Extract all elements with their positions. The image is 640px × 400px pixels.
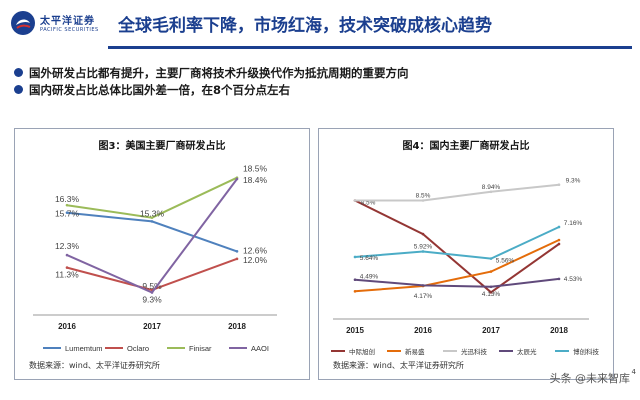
- data-point: [235, 250, 239, 253]
- data-point: [65, 253, 69, 257]
- chart-source: 数据来源：wind、太平洋证券研究所: [333, 361, 464, 370]
- series-line-1: [354, 199, 560, 294]
- legend-label: 太辰光: [517, 347, 537, 356]
- legend-label: 新易盛: [405, 347, 425, 356]
- logo-name-en: PACIFIC SECURITIES: [40, 27, 99, 33]
- logo-name-cn: 太平洋证券: [40, 16, 95, 27]
- data-point: [235, 257, 239, 261]
- bullet-dot-icon: [14, 68, 23, 77]
- legend-label: 光迅科技: [461, 347, 488, 356]
- data-label: 15.7%: [55, 209, 80, 219]
- data-label: 18.4%: [243, 175, 268, 185]
- data-label: 5.64%: [360, 255, 379, 262]
- data-point: [557, 225, 561, 229]
- data-point: [65, 203, 69, 207]
- data-label: 12.3%: [55, 241, 80, 251]
- data-label: 9.5%: [142, 281, 162, 291]
- x-tick-label: 2017: [143, 322, 161, 331]
- data-label: 5.92%: [414, 243, 433, 250]
- data-point: [421, 284, 425, 287]
- data-label: 15.3%: [140, 209, 165, 219]
- x-tick-label: 2018: [550, 326, 568, 335]
- data-label: 5.56%: [496, 258, 515, 265]
- data-point: [421, 250, 425, 253]
- data-point: [353, 278, 357, 281]
- data-point: [489, 270, 493, 273]
- data-label: 4.17%: [414, 293, 433, 300]
- x-tick-label: 2018: [228, 322, 246, 331]
- data-point: [150, 291, 154, 294]
- data-point: [557, 277, 561, 281]
- series-line-4: [354, 277, 560, 288]
- data-point: [421, 199, 425, 202]
- legend-label: 博创科技: [573, 347, 600, 356]
- data-label: 4.13%: [482, 291, 501, 298]
- data-point: [235, 177, 239, 181]
- data-label: 8.94%: [482, 184, 501, 191]
- slide-title: 全球毛利率下降，市场红海，技术突破成核心趋势: [118, 16, 492, 36]
- chart-title: 图4：国内主要厂商研发占比: [402, 141, 530, 152]
- bullet-text: 国内研发占比总体比国外差一倍，在8个百分点左右: [29, 82, 290, 97]
- bullet-dot-icon: [14, 85, 23, 94]
- data-point: [557, 238, 561, 242]
- data-point: [489, 285, 493, 289]
- bullet-item: 国内研发占比总体比国外差一倍，在8个百分点左右: [14, 81, 409, 98]
- legend-label: AAOI: [251, 344, 269, 353]
- series-line-2: [354, 239, 560, 293]
- data-point: [65, 211, 69, 214]
- data-point: [150, 216, 154, 219]
- data-point: [421, 232, 425, 236]
- data-point: [489, 190, 493, 194]
- data-label: 9.3%: [142, 295, 162, 305]
- data-label: 12.6%: [243, 245, 268, 255]
- data-point: [150, 220, 154, 223]
- series-line-5: [354, 226, 560, 260]
- bullet-list: 国外研发占比都有提升，主要厂商将技术升级换代作为抵抗周期的重要方向 国内研发占比…: [14, 64, 409, 98]
- data-label: 4.49%: [360, 274, 379, 281]
- data-point: [489, 291, 493, 294]
- watermark: 头条 @未来智库: [549, 372, 631, 385]
- data-label: 9.3%: [566, 178, 581, 185]
- us-rd-chart-panel: 图3：美国主要厂商研发占比 2016 2017 2018 15.7% 12.6% 11.3…: [14, 128, 310, 380]
- x-tick-label: 2017: [482, 326, 500, 335]
- series-line-3: [355, 183, 560, 202]
- data-label: 12.0%: [243, 255, 268, 265]
- data-point: [489, 257, 493, 260]
- data-label: 8.5%: [361, 200, 376, 207]
- legend-label: Lumemtum: [65, 344, 103, 353]
- us-rd-line-chart: 2016 2017 2018 15.7% 12.6% 11.3% 9.5% 12.0% 16.3…: [33, 164, 277, 353]
- series-line-4: [66, 178, 238, 294]
- chart-title: 图3：美国主要厂商研发占比: [98, 141, 226, 152]
- data-point: [557, 183, 561, 186]
- brand-logo: 太平洋证券 PACIFIC SECURITIES: [10, 8, 102, 48]
- data-label: 7.16%: [564, 220, 583, 227]
- data-label: 18.5%: [243, 164, 268, 174]
- x-tick-label: 2016: [414, 326, 432, 335]
- bullet-text: 国外研发占比都有提升，主要厂商将技术升级换代作为抵抗周期的重要方向: [29, 65, 409, 80]
- data-point: [65, 266, 69, 269]
- data-point: [557, 242, 561, 246]
- cn-rd-chart-panel: 图4：国内主要厂商研发占比 2015 2016 2017 2018 8.5% 4.17% 8…: [318, 128, 614, 380]
- legend-label: 中际旭创: [349, 347, 375, 356]
- data-point: [353, 290, 357, 293]
- data-label: 4.53%: [564, 276, 583, 283]
- legend-label: Oclaro: [127, 344, 149, 353]
- cn-rd-line-chart: 2015 2016 2017 2018 8.5% 4.17% 8.5% 8.94% 9.3% 4.…: [331, 178, 600, 356]
- data-label: 16.3%: [55, 194, 80, 204]
- legend-label: Finisar: [189, 344, 212, 353]
- pacific-securities-logo-icon: [11, 11, 35, 35]
- data-label: 11.3%: [55, 270, 79, 280]
- title-divider: [108, 46, 632, 49]
- data-point: [353, 255, 357, 259]
- page-number: 4: [631, 368, 636, 376]
- data-point: [353, 199, 357, 202]
- chart-source: 数据来源：wind、太平洋证券研究所: [29, 361, 160, 370]
- data-label: 8.5%: [416, 193, 431, 200]
- x-tick-label: 2016: [58, 322, 76, 331]
- bullet-item: 国外研发占比都有提升，主要厂商将技术升级换代作为抵抗周期的重要方向: [14, 64, 409, 81]
- x-tick-label: 2015: [346, 326, 364, 335]
